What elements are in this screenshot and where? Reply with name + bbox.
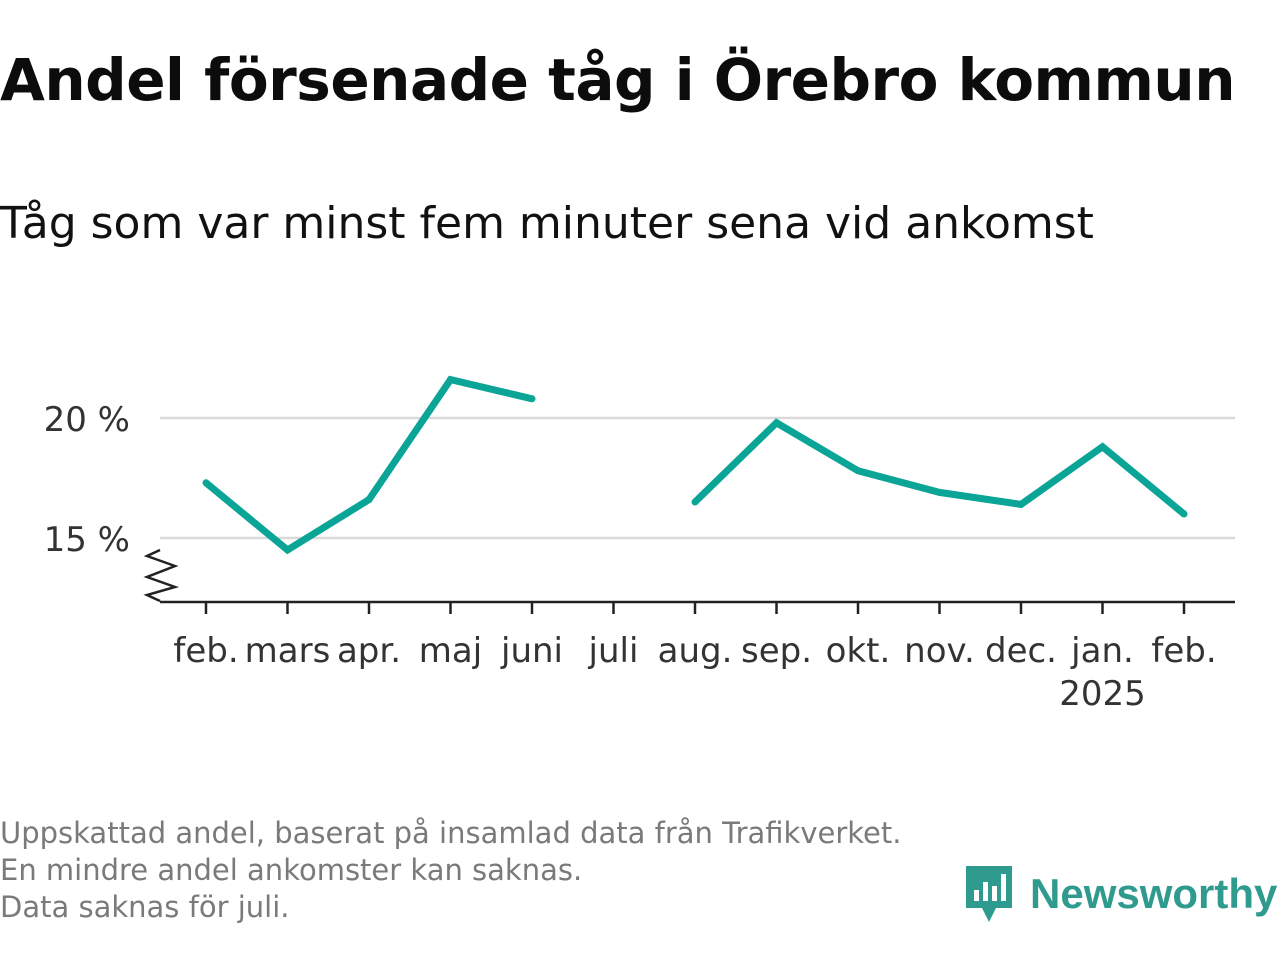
data-point	[854, 467, 862, 475]
y-tick-label: 15 %	[44, 520, 130, 560]
footer-notes: Uppskattad andel, baserat på insamlad da…	[0, 815, 940, 926]
x-tick-label: feb.	[173, 631, 238, 671]
brand-logo: Newsworthy	[962, 862, 1277, 926]
data-point	[1099, 443, 1106, 451]
data-point	[1017, 500, 1025, 508]
data-point	[936, 488, 943, 496]
x-tick-label: maj	[419, 631, 482, 671]
newsworthy-logo-icon	[966, 866, 1012, 922]
y-tick-label: 20 %	[44, 400, 130, 440]
data-point	[447, 376, 454, 384]
x-tick-label: mars	[245, 631, 331, 671]
x-tick-label: sep.	[741, 631, 812, 671]
data-point	[1180, 510, 1188, 518]
x-year-label: 2025	[1059, 674, 1146, 714]
chart-title: Andel försenade tåg i Örebro kommun	[0, 46, 1236, 114]
y-axis-break	[143, 548, 180, 603]
x-tick-label: nov.	[904, 631, 975, 671]
x-tick-label: jan.	[1070, 631, 1134, 671]
x-tick-label: juli	[588, 631, 639, 671]
data-point	[365, 496, 373, 504]
data-point	[528, 395, 536, 403]
data-point	[202, 479, 210, 487]
x-tick-label: feb.	[1151, 631, 1216, 671]
series-line-segment-1	[203, 375, 533, 555]
data-point	[691, 498, 699, 506]
data-point	[773, 419, 780, 427]
footer-note-missing: Data saknas för juli.	[0, 890, 290, 924]
data-point	[284, 546, 291, 554]
x-tick-label: juni	[500, 631, 563, 671]
brand-name: Newsworthy	[1030, 870, 1278, 917]
x-tick-label: dec.	[985, 631, 1057, 671]
x-tick-label: aug.	[658, 631, 733, 671]
series-line-segment-2	[692, 418, 1187, 517]
x-tick-label: apr.	[337, 631, 401, 671]
x-tick-label: okt.	[826, 631, 891, 671]
chart-subtitle: Tåg som var minst fem minuter sena vid a…	[0, 198, 1094, 249]
footer-note-estimate: Uppskattad andel, baserat på insamlad da…	[0, 816, 902, 887]
